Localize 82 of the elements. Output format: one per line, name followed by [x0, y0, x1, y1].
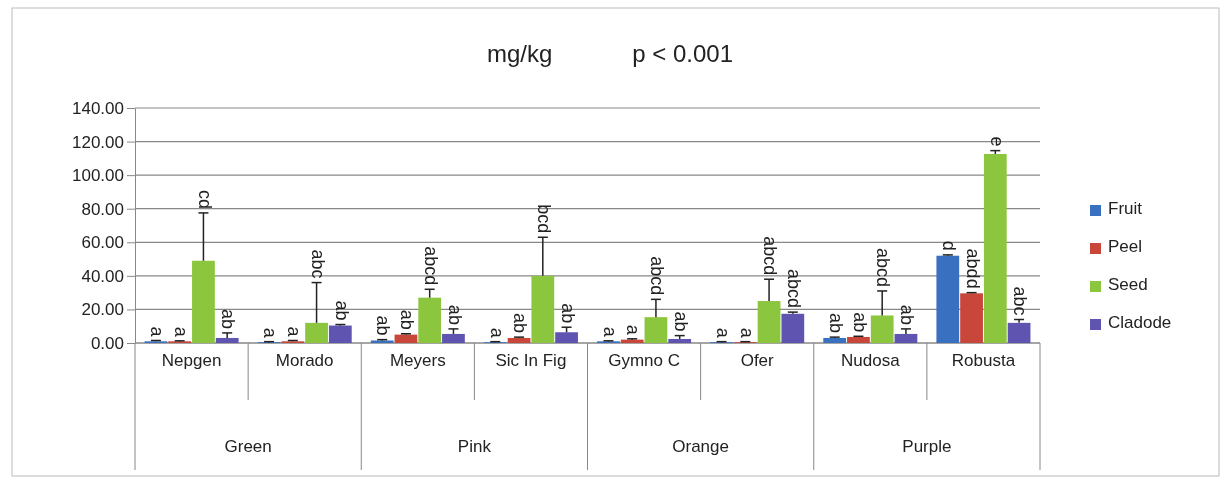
y-tick-label: 80.00: [81, 199, 124, 219]
data-label: a: [736, 327, 757, 339]
bar: [757, 301, 781, 343]
x-tick-label: Gymno C: [608, 351, 680, 371]
x-tick-label: Morado: [275, 351, 334, 371]
data-label: abcd: [760, 236, 781, 276]
y-tick-label: 60.00: [81, 233, 124, 253]
x-tick-label: Meyers: [389, 351, 446, 371]
y-tick-label: 0.00: [90, 333, 124, 353]
bar: [305, 322, 328, 343]
bar: [983, 153, 1007, 343]
bar: [668, 338, 692, 343]
data-label: a: [170, 326, 191, 338]
bar: [328, 325, 352, 343]
legend-label: Fruit: [1108, 199, 1143, 219]
data-label: abdd: [962, 248, 983, 289]
data-label: ab: [331, 300, 352, 321]
y-tick-label: 20.00: [81, 300, 124, 320]
y-tick-label: 140.00: [72, 98, 124, 118]
bar: [507, 337, 531, 343]
data-label: ab: [397, 309, 418, 330]
chart-title: mg/kg: [486, 40, 553, 67]
bar: [215, 337, 239, 343]
bar: [394, 334, 418, 343]
data-label: a: [623, 324, 644, 336]
data-label: ab: [373, 315, 394, 336]
bar: [960, 293, 983, 343]
data-label: abc: [1010, 286, 1031, 316]
bar: [870, 315, 894, 343]
data-label: ab: [897, 304, 918, 325]
data-label: cd: [194, 189, 215, 209]
data-label: bcd: [534, 204, 555, 234]
bar: [936, 255, 960, 343]
data-label: e: [986, 136, 1007, 147]
bar: [370, 340, 394, 343]
legend-label: Cladode: [1108, 313, 1172, 333]
y-tick-label: 40.00: [81, 266, 124, 286]
bar: [781, 313, 805, 343]
data-label: a: [599, 326, 620, 338]
bar: [847, 336, 870, 343]
data-label: ab: [444, 304, 465, 325]
data-label: ab: [849, 312, 870, 333]
data-label: ab: [670, 311, 691, 332]
text: Pink: [457, 437, 492, 457]
bar: [1007, 322, 1031, 343]
bar: [555, 332, 578, 343]
data-label: abcd: [873, 247, 894, 287]
data-label: ab: [218, 308, 239, 329]
bar: [894, 333, 918, 343]
text: Purple: [902, 437, 952, 457]
y-tick-label: 100.00: [72, 166, 124, 186]
data-label: abc: [307, 249, 328, 279]
text: Orange: [672, 437, 729, 457]
data-label: a: [486, 327, 507, 339]
bar: [644, 317, 668, 343]
bar: [620, 339, 644, 343]
text: Green: [224, 437, 272, 457]
y-tick-label: 120.00: [72, 132, 124, 152]
bar: [418, 297, 442, 343]
data-label: a: [147, 326, 168, 338]
data-label: d: [939, 240, 960, 251]
x-tick-label: Nepgen: [161, 351, 222, 371]
data-label: ab: [510, 313, 531, 334]
bar: [442, 333, 465, 343]
data-label: abcd: [647, 256, 668, 296]
bar: [192, 260, 215, 343]
x-tick-label: Sic In Fig: [495, 351, 567, 371]
data-label: a: [284, 326, 305, 338]
legend-label: Peel: [1108, 237, 1143, 257]
bar: [531, 275, 555, 343]
data-label: a: [260, 327, 281, 339]
bar: [823, 337, 847, 343]
data-label: abcd: [784, 269, 805, 309]
x-tick-label: Ofer: [740, 351, 775, 371]
x-tick-label: Robusta: [951, 351, 1016, 371]
legend-label: Seed: [1108, 275, 1148, 295]
data-label: ab: [557, 303, 578, 324]
data-label: abcd: [420, 246, 441, 286]
chart-subtitle: p < 0.001: [632, 40, 734, 67]
x-tick-label: Nudosa: [841, 351, 901, 371]
data-label: a: [712, 327, 733, 339]
data-label: ab: [825, 313, 846, 334]
